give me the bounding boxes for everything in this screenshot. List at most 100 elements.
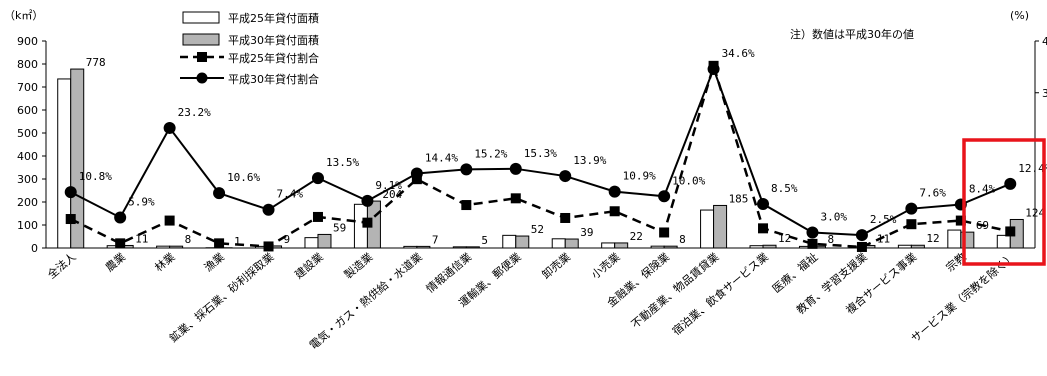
- bar-h25: [700, 209, 715, 249]
- bar-value-label: 5: [481, 234, 488, 247]
- y-tick-label: 0: [31, 242, 38, 255]
- bar-h30: [762, 244, 777, 249]
- marker-h25-ratio: [609, 206, 620, 217]
- bar-h30: [663, 245, 678, 249]
- data-labels: 778 10.8% 11 5.9% 8 23.2% 1 10.6% 9 7.4% 59 13.5% 20…: [79, 47, 1047, 248]
- bar-h25: [502, 234, 517, 249]
- category-label: 製造業: [341, 250, 375, 282]
- marker-h30-ratio: [559, 170, 572, 183]
- marker-h25-ratio: [758, 223, 769, 234]
- highlight-box: [962, 138, 1046, 266]
- bar-value-label: 124: [1025, 206, 1045, 219]
- marker-h30-ratio: [707, 62, 720, 75]
- category-label: 不動産業、物品賃貸業: [628, 250, 721, 331]
- marker-h30-ratio: [757, 198, 770, 211]
- y-right-tick-label: 4: [1042, 35, 1047, 48]
- bar-value-label: 1: [234, 235, 241, 248]
- category-label: 全法人: [44, 250, 78, 282]
- pct-label: 34.6%: [722, 47, 755, 60]
- category-label: 情報通信業: [424, 250, 474, 295]
- marker-h30-ratio: [658, 190, 671, 203]
- bar-value-label: 52: [531, 223, 544, 236]
- bar-h30: [910, 244, 925, 249]
- bar-h30: [564, 238, 579, 249]
- pct-label: 3.0%: [820, 210, 847, 223]
- y-tick-label: 400: [17, 150, 38, 163]
- bar-value-label: 9: [284, 233, 291, 246]
- marker-h30-ratio: [361, 194, 374, 207]
- pct-label: 10.6%: [227, 171, 260, 184]
- y-tick-label: 500: [17, 127, 38, 140]
- bar-value-label: 39: [580, 226, 593, 239]
- marker-h25-ratio: [263, 241, 274, 252]
- bar-value-label: 8: [827, 233, 834, 246]
- chart-note: 注）数値は平成30年の値: [790, 27, 914, 41]
- pct-label: 7.4%: [277, 188, 304, 201]
- marker-h25-ratio: [807, 238, 818, 249]
- pct-label: 15.3%: [524, 147, 557, 160]
- marker-h25-ratio: [560, 212, 571, 223]
- pct-label: 5.9%: [128, 195, 155, 208]
- line-h30-ratio: [70, 66, 1011, 237]
- bar-h25: [897, 244, 912, 249]
- category-label: 漁業: [201, 250, 227, 275]
- marker-h25-ratio: [65, 214, 76, 225]
- pct-label: 15.2%: [474, 147, 507, 160]
- category-label: 医療、福祉: [769, 250, 820, 296]
- pct-label: 7.6%: [919, 187, 946, 200]
- bar-h25: [156, 245, 171, 249]
- bar-h25: [601, 242, 616, 249]
- bar-value-label: 7: [432, 233, 439, 246]
- y-tick-label: 800: [17, 58, 38, 71]
- marker-h25-ratio: [164, 215, 175, 226]
- y-tick-label: 100: [17, 219, 38, 232]
- marker-h30-ratio: [311, 172, 324, 185]
- category-label: 農業: [102, 250, 128, 275]
- y-tick-label: 900: [17, 35, 38, 48]
- y-tick-label: 600: [17, 104, 38, 117]
- marker-h30-ratio: [1004, 177, 1017, 190]
- y-axis-ticks: 0 100 200 300 400 500 600 700 800 900: [17, 35, 46, 255]
- bar-h25: [996, 234, 1011, 249]
- marker-h25-ratio: [214, 238, 225, 249]
- bar-value-label: 185: [729, 192, 749, 205]
- pct-label: 10.0%: [672, 174, 705, 187]
- right-axis-unit: (%): [1010, 9, 1029, 22]
- y-tick-label: 200: [17, 196, 38, 209]
- marker-h30-ratio: [163, 121, 176, 134]
- bar-value-label: 22: [630, 230, 643, 243]
- bar-h30: [416, 245, 431, 249]
- pct-label: 8.5%: [771, 182, 798, 195]
- marker-h25-ratio: [362, 217, 373, 228]
- bar-value-label: 778: [86, 56, 106, 69]
- category-label: 卸売業: [539, 250, 573, 282]
- marker-h30-ratio: [64, 186, 77, 199]
- marker-h30-ratio: [855, 229, 868, 242]
- bar-value-label: 69: [976, 219, 989, 232]
- marker-h30-ratio: [410, 167, 423, 180]
- category-label: 宿泊業、飲食サービス業: [669, 250, 771, 339]
- y-right-tick-label: 3: [1042, 87, 1047, 100]
- marker-h25-ratio: [115, 238, 126, 249]
- marker-h25-ratio: [312, 211, 323, 222]
- marker-h25-ratio: [856, 241, 867, 252]
- pct-label: 12.4%: [1018, 162, 1047, 175]
- y-tick-label: 700: [17, 81, 38, 94]
- pct-label: 8.4%: [969, 183, 996, 196]
- pct-label: 9.1%: [375, 179, 402, 192]
- category-label: 小売業: [589, 250, 623, 281]
- bar-value-label: 204: [382, 188, 402, 201]
- bar-h25: [551, 238, 566, 249]
- bar-h30: [614, 242, 629, 249]
- bar-h30: [713, 204, 728, 249]
- bar-h25: [403, 245, 418, 249]
- marker-h25-ratio: [510, 193, 521, 204]
- pct-label: 23.2%: [178, 106, 211, 119]
- legend-label-h25-area: 平成25年貸付面積: [228, 11, 319, 25]
- pct-label: 2.5%: [870, 213, 897, 226]
- bar-h30: [317, 233, 332, 249]
- bar-value-label: 8: [679, 233, 686, 246]
- category-label: 建設業: [292, 250, 326, 282]
